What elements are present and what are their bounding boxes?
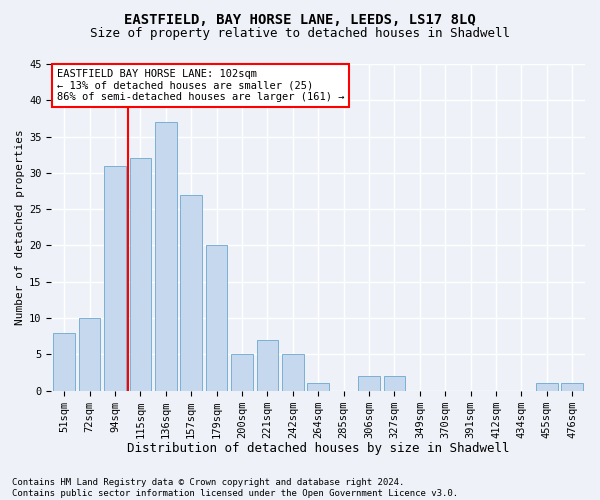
Y-axis label: Number of detached properties: Number of detached properties — [15, 130, 25, 325]
Bar — [79, 318, 100, 390]
Bar — [358, 376, 380, 390]
Bar — [155, 122, 176, 390]
Bar — [307, 384, 329, 390]
X-axis label: Distribution of detached houses by size in Shadwell: Distribution of detached houses by size … — [127, 442, 509, 455]
Text: Contains HM Land Registry data © Crown copyright and database right 2024.
Contai: Contains HM Land Registry data © Crown c… — [12, 478, 458, 498]
Bar — [562, 384, 583, 390]
Bar — [257, 340, 278, 390]
Bar — [130, 158, 151, 390]
Bar — [383, 376, 405, 390]
Text: EASTFIELD BAY HORSE LANE: 102sqm
← 13% of detached houses are smaller (25)
86% o: EASTFIELD BAY HORSE LANE: 102sqm ← 13% o… — [57, 69, 344, 102]
Text: EASTFIELD, BAY HORSE LANE, LEEDS, LS17 8LQ: EASTFIELD, BAY HORSE LANE, LEEDS, LS17 8… — [124, 12, 476, 26]
Bar — [536, 384, 557, 390]
Bar — [104, 166, 126, 390]
Bar — [53, 332, 75, 390]
Bar — [231, 354, 253, 390]
Text: Size of property relative to detached houses in Shadwell: Size of property relative to detached ho… — [90, 28, 510, 40]
Bar — [181, 194, 202, 390]
Bar — [206, 246, 227, 390]
Bar — [282, 354, 304, 390]
